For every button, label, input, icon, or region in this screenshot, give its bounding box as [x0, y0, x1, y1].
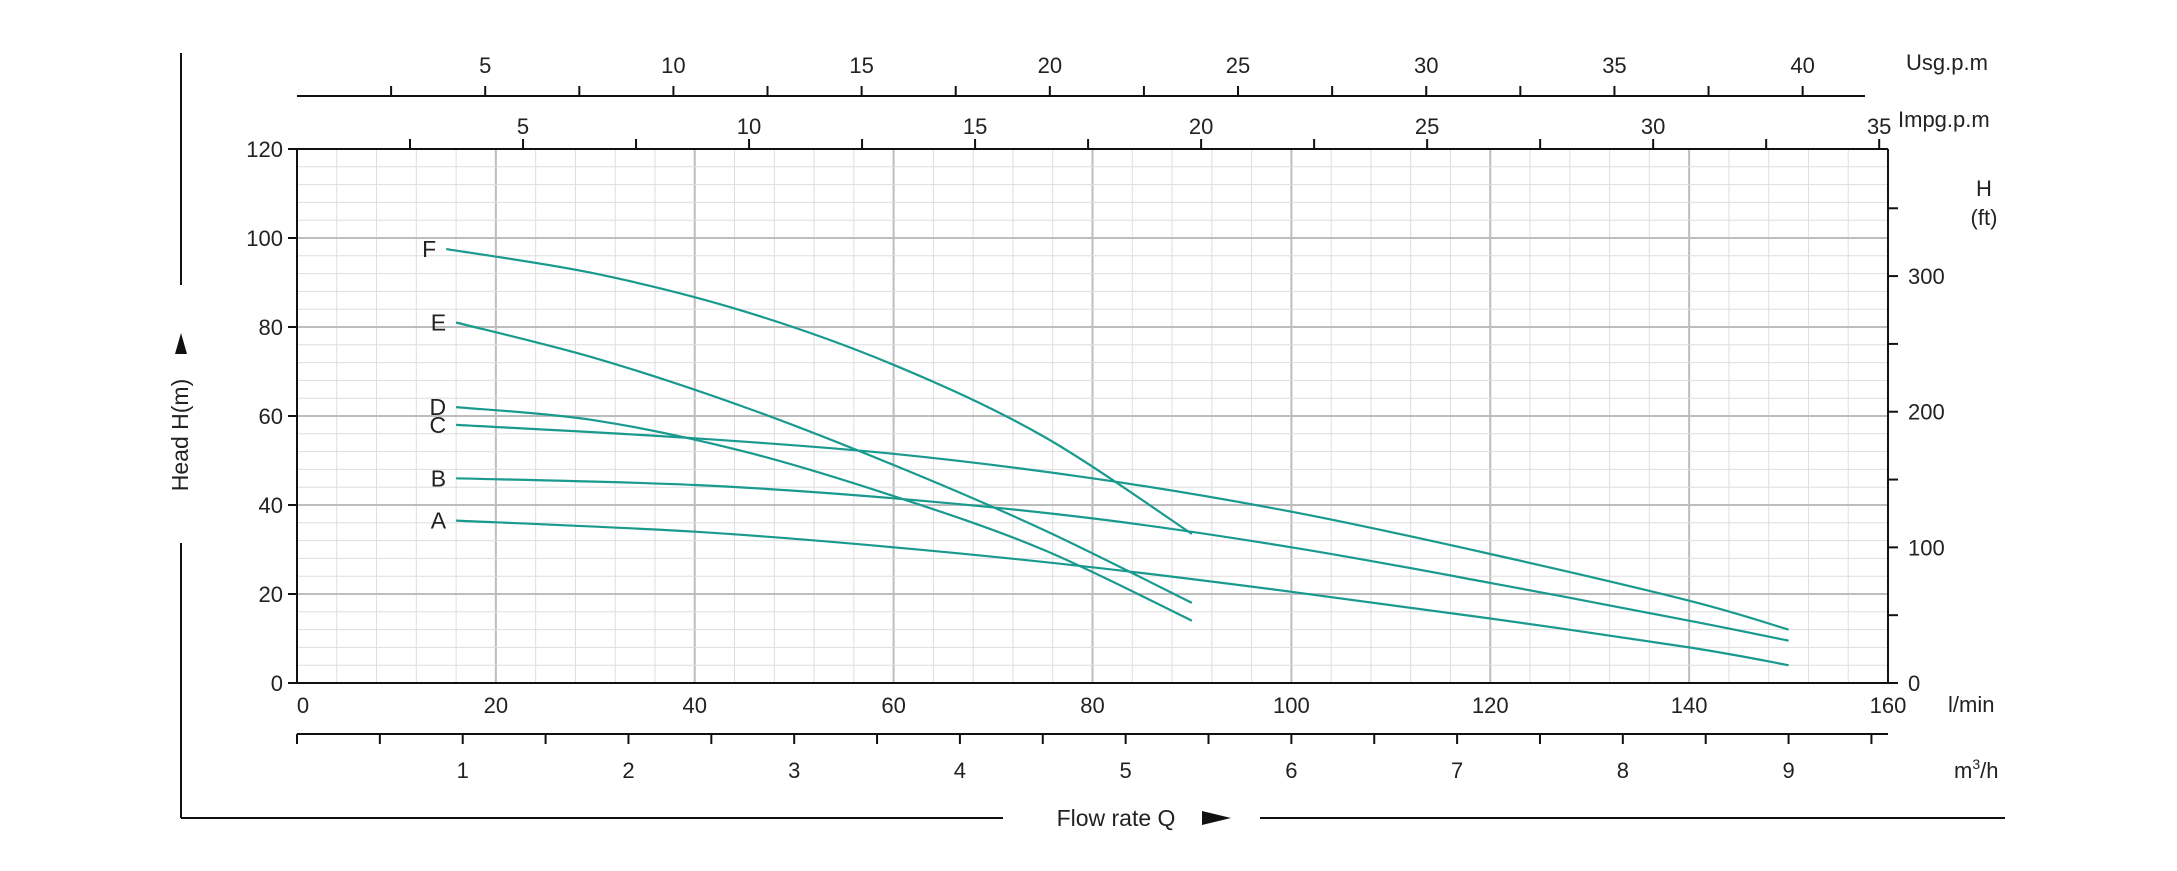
curve-b: [456, 477, 1789, 642]
curve-label-e: E: [431, 310, 446, 336]
m3h-tick-label: 2: [622, 758, 634, 783]
usgpm-tick-label: 5: [479, 53, 491, 78]
usgpm-tick-label: 10: [661, 53, 685, 78]
y-axis-arrow-icon: [175, 333, 187, 354]
y-tick-label: 0: [271, 671, 283, 696]
x-tick-label: 160: [1870, 693, 1907, 718]
y-tick-label: 80: [259, 315, 283, 340]
x-tick-label: 20: [484, 693, 508, 718]
m3h-tick-label: 9: [1782, 758, 1794, 783]
curve-label-f: F: [422, 236, 436, 262]
curve-label-a: A: [431, 508, 447, 534]
m3h-unit-base: m: [1954, 758, 1972, 783]
usgpm-tick-label: 15: [849, 53, 873, 78]
y-tick-label: 100: [246, 226, 283, 251]
x-tick-label: 140: [1671, 693, 1708, 718]
y-tick-label: 40: [259, 493, 283, 518]
x-tick-label: 100: [1273, 693, 1310, 718]
usgpm-tick-label: 35: [1602, 53, 1626, 78]
lmin-unit-label: l/min: [1948, 692, 1994, 717]
x-axis-title: Flow rate Q: [1057, 805, 1176, 831]
m3h-tick-label: 1: [457, 758, 469, 783]
impgpm-tick-label: 15: [963, 114, 987, 139]
curve-label-b: B: [431, 465, 446, 491]
impgpm-tick-label: 25: [1415, 114, 1439, 139]
usgpm-tick-label: 40: [1790, 53, 1814, 78]
curve-f: [446, 248, 1193, 535]
m3h-tick-label: 6: [1285, 758, 1297, 783]
m3h-unit-superscript: 3: [1972, 756, 1980, 772]
y-tick-label: 120: [246, 137, 283, 162]
x-tick-label: 120: [1472, 693, 1509, 718]
curve-label-c: C: [429, 412, 446, 438]
y-tick-label: 20: [259, 582, 283, 607]
curve-e: [455, 321, 1193, 604]
impgpm-unit-label: Impg.p.m: [1898, 107, 1990, 132]
m3h-tick-label: 4: [954, 758, 966, 783]
feet-tick-label: 100: [1908, 535, 1945, 560]
usgpm-tick-label: 30: [1414, 53, 1438, 78]
m3h-tick-label: 5: [1120, 758, 1132, 783]
usgpm-unit-label: Usg.p.m: [1906, 50, 1988, 75]
impgpm-tick-label: 5: [517, 114, 529, 139]
usgpm-tick-label: 25: [1226, 53, 1250, 78]
y-axis-title: Head H(m): [167, 379, 193, 491]
x-axis-arrow-icon: [1202, 811, 1231, 825]
x-tick-label: 40: [683, 693, 707, 718]
curve-a: [456, 519, 1789, 667]
feet-tick-label: 200: [1908, 400, 1945, 425]
feet-unit-label-line1: H: [1976, 176, 1992, 201]
m3h-tick-label: 7: [1451, 758, 1463, 783]
impgpm-tick-label: 10: [737, 114, 761, 139]
grid: [296, 148, 1889, 684]
x-tick-label: 80: [1080, 693, 1104, 718]
impgpm-tick-label: 30: [1641, 114, 1665, 139]
x-tick-label: 0: [297, 693, 309, 718]
feet-tick-label: 0: [1908, 671, 1920, 696]
impgpm-tick-label: 20: [1189, 114, 1213, 139]
impgpm-tick-label: 35: [1867, 114, 1891, 139]
m3h-tick-label: 8: [1617, 758, 1629, 783]
curve-c: [456, 423, 1789, 631]
curve-label-d: D: [429, 394, 446, 420]
m3h-unit-tail: /h: [1980, 758, 1998, 783]
curve-d: [455, 406, 1193, 622]
m3h-tick-label: 3: [788, 758, 800, 783]
feet-unit-label-line2: (ft): [1971, 205, 1998, 230]
y-tick-label: 60: [259, 404, 283, 429]
m3h-unit-label: m3/h: [1954, 756, 1998, 783]
x-tick-label: 60: [881, 693, 905, 718]
feet-tick-label: 300: [1908, 264, 1945, 289]
usgpm-tick-label: 20: [1038, 53, 1062, 78]
performance-curves: [446, 248, 1789, 667]
